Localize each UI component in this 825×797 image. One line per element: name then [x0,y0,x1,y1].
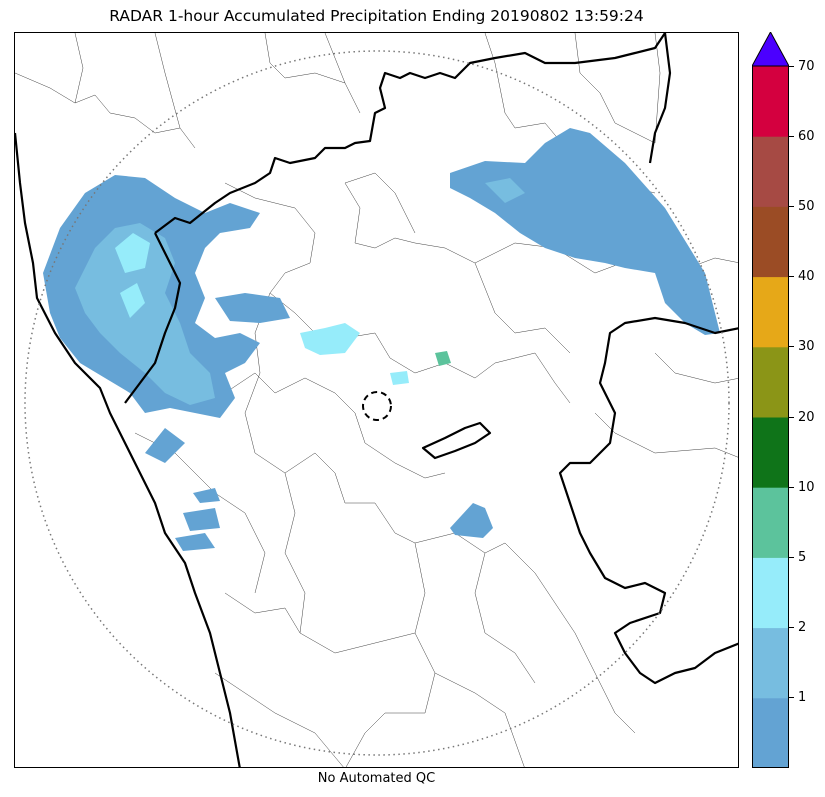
colorbar-bin-0-1 [752,697,789,768]
range-ring [24,50,730,756]
colorbar-bin-60-70 [752,66,789,137]
colorbar-tick-mark [789,627,794,629]
precip-west-high-2 [120,283,145,318]
map-canvas [15,33,738,767]
colorbar-bin-1-2 [752,627,789,699]
colorbar-tick-text: 2 [798,620,807,636]
colorbar-tick-text: 1 [798,690,807,706]
radar-location-marker [362,391,392,421]
colorbar [752,32,789,768]
radar-map[interactable] [14,32,739,768]
chart-footer: No Automated QC [317,771,436,786]
precip-small-3 [175,533,215,551]
colorbar-tick-label: 30 [789,339,815,355]
chart-title: RADAR 1-hour Accumulated Precipitation E… [109,7,644,25]
precip-northeast [450,128,720,335]
colorbar-bin-20-30 [752,346,789,418]
colorbar-tick-label: 50 [789,198,815,214]
district-boundaries [15,33,738,767]
colorbar-tick-label: 5 [789,549,806,565]
precip-northeast-light [485,178,525,203]
colorbar-tick-label: 10 [789,479,815,495]
colorbar-tick-label: 20 [789,409,815,425]
colorbar-tick-mark [789,276,794,278]
colorbar-tick-text: 50 [798,198,815,214]
precip-small-1 [193,488,220,503]
colorbar-tick-text: 20 [798,409,815,425]
colorbar-tick-label: 60 [789,128,815,144]
colorbar-overflow-triangle [752,32,789,67]
colorbar-tick-text: 10 [798,479,815,495]
colorbar-ticks: 1 2 5 10 20 30 40 50 60 70 [789,0,825,797]
precip-west-high [115,233,150,273]
colorbar-bin-30-40 [752,276,789,348]
colorbar-bin-2-5 [752,557,789,629]
precip-coast-band [215,293,290,323]
precip-central-south [450,503,493,538]
colorbar-tick-mark [789,346,794,348]
precip-central-speckle-2 [435,351,451,366]
precip-west-mid [75,223,215,405]
colorbar-bin-10-20 [752,417,789,488]
colorbar-bin-5-10 [752,487,789,558]
colorbar-tick-mark [789,556,794,558]
colorbar-frame [752,65,789,768]
coastline [15,132,241,767]
colorbar-tick-mark [789,205,794,207]
colorbar-bin-40-50 [752,206,789,278]
colorbar-tick-label: 70 [789,58,815,74]
colorbar-tick-mark [789,135,794,137]
precipitation-field [43,128,720,551]
colorbar-bin-50-60 [752,136,789,207]
colorbar-tick-text: 40 [798,269,815,285]
colorbar-tick-text: 30 [798,339,815,355]
precip-central-speckle [300,323,360,355]
colorbar-tick-text: 5 [798,549,807,565]
colorbar-tick-text: 70 [798,58,815,74]
colorbar-tick-label: 1 [789,690,806,706]
colorbar-tick-mark [789,416,794,418]
colorbar-tick-mark [789,486,794,488]
precip-coast-band-2 [145,428,185,463]
colorbar-tick-text: 60 [798,128,815,144]
precip-central-speckle-3 [390,371,409,385]
state-boundaries [15,33,738,767]
colorbar-tick-label: 2 [789,620,806,636]
colorbar-tick-label: 40 [789,269,815,285]
precip-small-2 [183,508,220,531]
colorbar-tick-mark [789,65,794,67]
colorbar-tick-mark [789,697,794,699]
